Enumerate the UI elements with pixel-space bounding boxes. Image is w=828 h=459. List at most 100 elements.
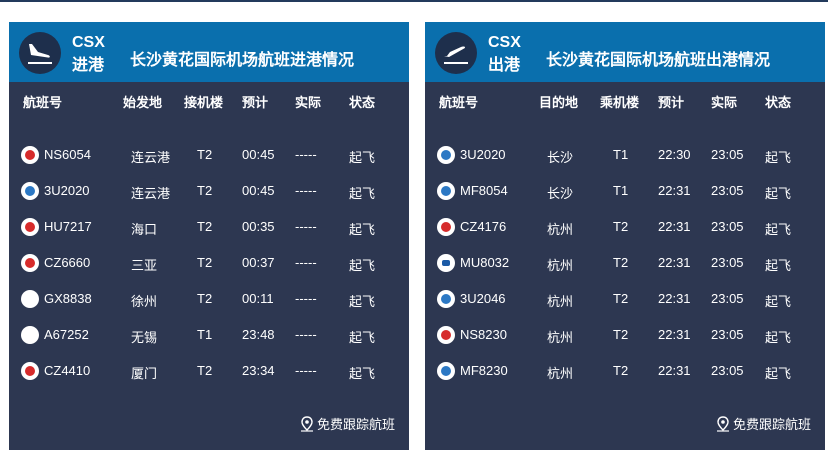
flight-list[interactable]: NS6054 连云港 T2 00:45 ----- 起飞 3U2020 连云港 T2 00:45 -… xyxy=(9,118,409,396)
flight-number: MF8230 xyxy=(460,363,508,378)
actual-time: ----- xyxy=(295,291,317,306)
partial-row xyxy=(9,118,409,136)
status-cell: 起飞 xyxy=(349,258,376,273)
blue-airline-icon xyxy=(437,362,455,380)
terminal-cell: T1 xyxy=(197,327,213,342)
estimated-time: 22:31 xyxy=(658,363,691,378)
flight-row[interactable]: CZ4410 厦门 T2 23:34 ----- 起飞 xyxy=(9,352,409,388)
col-origin: 始发地 xyxy=(123,95,163,110)
flight-row[interactable]: 3U2020 长沙 T1 22:30 23:05 起飞 xyxy=(425,136,825,172)
flight-row[interactable]: 3U2046 杭州 T2 22:31 23:05 起飞 xyxy=(425,280,825,316)
estimated-time: 22:31 xyxy=(658,183,691,198)
navy-airline-icon xyxy=(437,254,455,272)
flight-row[interactable]: A67252 无锡 T1 23:48 ----- 起飞 xyxy=(9,316,409,352)
airport-code: CSX xyxy=(488,34,521,51)
board-kind: 出港 xyxy=(488,57,521,74)
flight-number: MU8032 xyxy=(460,255,510,270)
flight-row[interactable]: 3U2020 连云港 T2 00:45 ----- 起飞 xyxy=(9,172,409,208)
column-headers: 航班号 目的地 乘机楼 预计 实际 状态 xyxy=(425,82,825,118)
estimated-time: 00:37 xyxy=(242,255,275,270)
place-cell: 连云港 xyxy=(131,186,171,201)
status-cell: 起飞 xyxy=(765,258,792,273)
estimated-time: 22:31 xyxy=(658,255,691,270)
flight-number: HU7217 xyxy=(44,219,92,234)
col-actual: 实际 xyxy=(711,95,738,110)
status-cell: 起飞 xyxy=(765,150,792,165)
actual-time: 23:05 xyxy=(711,255,744,270)
flight-row[interactable]: MF8230 杭州 T2 22:31 23:05 起飞 xyxy=(425,352,825,388)
status-cell: 起飞 xyxy=(765,294,792,309)
col-flight: 航班号 xyxy=(439,95,479,110)
terminal-cell: T2 xyxy=(613,363,629,378)
actual-time: ----- xyxy=(295,219,317,234)
estimated-time: 22:30 xyxy=(658,147,691,162)
blue-airline-icon xyxy=(437,182,455,200)
flight-row[interactable]: MF8054 长沙 T1 22:31 23:05 起飞 xyxy=(425,172,825,208)
flight-number: NS6054 xyxy=(44,147,91,162)
airport-code: CSX xyxy=(72,34,105,51)
flight-row[interactable]: CZ4176 杭州 T2 22:31 23:05 起飞 xyxy=(425,208,825,244)
place-cell: 杭州 xyxy=(547,294,574,309)
estimated-time: 22:31 xyxy=(658,327,691,342)
estimated-time: 00:45 xyxy=(242,183,275,198)
estimated-time: 22:31 xyxy=(658,219,691,234)
actual-time: 23:05 xyxy=(711,219,744,234)
col-status: 状态 xyxy=(765,95,792,110)
status-cell: 起飞 xyxy=(765,186,792,201)
plane-takeoff-icon xyxy=(435,32,477,74)
flight-row[interactable]: CZ6660 三亚 T2 00:37 ----- 起飞 xyxy=(9,244,409,280)
flight-number: 3U2046 xyxy=(460,291,506,306)
terminal-cell: T2 xyxy=(613,255,629,270)
place-cell: 杭州 xyxy=(547,366,574,381)
terminal-cell: T2 xyxy=(613,219,629,234)
flight-number: GX8838 xyxy=(44,291,92,306)
departures-board: CSX 出港 长沙黄花国际机场航班出港情况 航班号 目的地 乘机楼 预计 实际 … xyxy=(425,22,825,450)
blue-airline-icon xyxy=(437,146,455,164)
terminal-cell: T2 xyxy=(197,363,213,378)
actual-time: ----- xyxy=(295,327,317,342)
flight-number: 3U2020 xyxy=(460,147,506,162)
board-title: 长沙黄花国际机场航班进港情况 xyxy=(130,52,355,69)
track-label: 免费跟踪航班 xyxy=(732,417,811,432)
flight-row[interactable]: NS8230 杭州 T2 22:31 23:05 起飞 xyxy=(425,316,825,352)
column-headers: 航班号 始发地 接机楼 预计 实际 状态 xyxy=(9,82,409,118)
red-airline-icon xyxy=(21,254,39,272)
estimated-time: 00:11 xyxy=(242,291,274,306)
place-cell: 徐州 xyxy=(131,294,158,309)
place-cell: 杭州 xyxy=(547,258,574,273)
terminal-cell: T2 xyxy=(197,219,213,234)
track-flight-link[interactable]: 免费跟踪航班 xyxy=(715,414,811,433)
actual-time: 23:05 xyxy=(711,291,744,306)
status-cell: 起飞 xyxy=(349,186,376,201)
location-pin-icon xyxy=(716,416,729,432)
actual-time: ----- xyxy=(295,363,317,378)
place-cell: 三亚 xyxy=(131,258,158,273)
actual-time: ----- xyxy=(295,147,317,162)
flight-number: NS8230 xyxy=(460,327,507,342)
estimated-time: 22:31 xyxy=(658,291,691,306)
flight-row[interactable]: GX8838 徐州 T2 00:11 ----- 起飞 xyxy=(9,280,409,316)
actual-time: ----- xyxy=(295,183,317,198)
estimated-time: 23:48 xyxy=(242,327,275,342)
terminal-cell: T2 xyxy=(197,291,213,306)
flight-row[interactable]: NS6054 连云港 T2 00:45 ----- 起飞 xyxy=(9,136,409,172)
col-flight: 航班号 xyxy=(23,95,63,110)
terminal-cell: T2 xyxy=(197,183,213,198)
terminal-cell: T2 xyxy=(613,291,629,306)
top-rule xyxy=(0,0,828,2)
col-actual: 实际 xyxy=(295,95,322,110)
estimated-time: 00:35 xyxy=(242,219,275,234)
board-title: 长沙黄花国际机场航班出港情况 xyxy=(546,52,771,69)
flight-row[interactable]: MU8032 杭州 T2 22:31 23:05 起飞 xyxy=(425,244,825,280)
status-cell: 起飞 xyxy=(349,222,376,237)
col-destination: 目的地 xyxy=(539,95,579,110)
status-cell: 起飞 xyxy=(765,330,792,345)
actual-time: 23:05 xyxy=(711,327,744,342)
place-cell: 长沙 xyxy=(547,186,574,201)
terminal-cell: T1 xyxy=(613,183,629,198)
terminal-cell: T2 xyxy=(197,255,213,270)
flight-number: 3U2020 xyxy=(44,183,90,198)
track-flight-link[interactable]: 免费跟踪航班 xyxy=(299,414,395,433)
flight-row[interactable]: HU7217 海口 T2 00:35 ----- 起飞 xyxy=(9,208,409,244)
flight-list[interactable]: 3U2020 长沙 T1 22:30 23:05 起飞 MF8054 长沙 T1 22:31 23:… xyxy=(425,118,825,396)
